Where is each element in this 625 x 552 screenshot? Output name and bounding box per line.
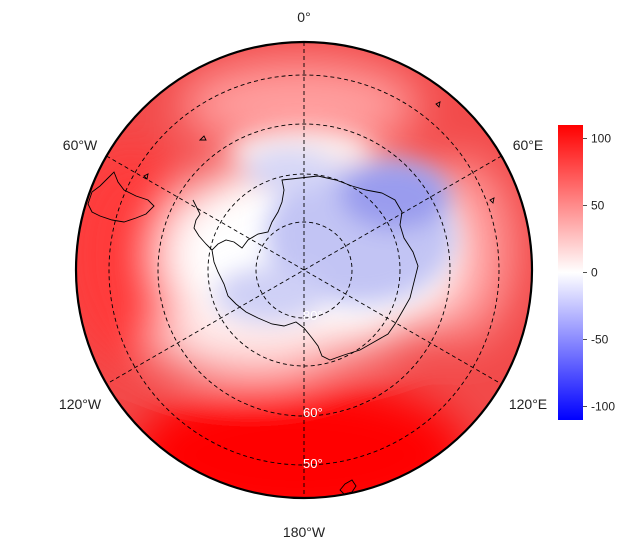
antarctica-coastline	[211, 175, 419, 361]
longitude-label-upper-left: 60°W	[63, 137, 98, 153]
longitude-label-bottom: 180°W	[283, 524, 326, 540]
longitude-label-top: 0°	[297, 9, 310, 25]
longitude-labels: 0° 60°W 60°E 120°W 120°E 180°W	[59, 9, 547, 540]
longitude-label-lower-left: 120°W	[59, 396, 102, 412]
latitude-circle-80	[255, 221, 353, 319]
sub-antarctic-island-3	[489, 197, 495, 204]
coastlines	[87, 101, 495, 495]
colorbar-tick-label-minus-100: -100	[591, 400, 615, 414]
latitude-label-80: 80°	[303, 308, 323, 323]
colorbar-gradient	[558, 125, 583, 420]
graticule	[106, 42, 502, 498]
sub-antarctic-island-1	[198, 135, 207, 141]
colorbar-tick-label-100: 100	[591, 132, 611, 146]
latitude-label-50: 50°	[303, 456, 323, 471]
sub-antarctic-island-4	[143, 173, 149, 180]
colorbar: 100 50 0 -50 -100	[558, 125, 615, 420]
map-boundary	[74, 40, 534, 500]
colorbar-ticks	[583, 137, 587, 408]
sub-antarctic-island-2	[435, 101, 441, 108]
south-america-tip	[87, 171, 155, 223]
meridian-60w-120e	[106, 155, 502, 385]
latitude-circle-60	[157, 123, 451, 417]
latitude-label-60: 60°	[303, 405, 323, 420]
colorbar-tick-label-0: 0	[591, 266, 598, 280]
colorbar-tick-label-50: 50	[591, 199, 605, 213]
latitude-labels: 80° 60° 50°	[303, 308, 323, 471]
antarctic-peninsula	[192, 199, 213, 251]
meridian-60e-120w	[106, 155, 502, 385]
anomaly-field	[76, 42, 532, 498]
latitude-circle-50	[108, 74, 500, 466]
longitude-label-lower-right: 120°E	[509, 396, 547, 412]
longitude-label-upper-right: 60°E	[513, 137, 544, 153]
colorbar-tick-label-minus-50: -50	[591, 333, 609, 347]
